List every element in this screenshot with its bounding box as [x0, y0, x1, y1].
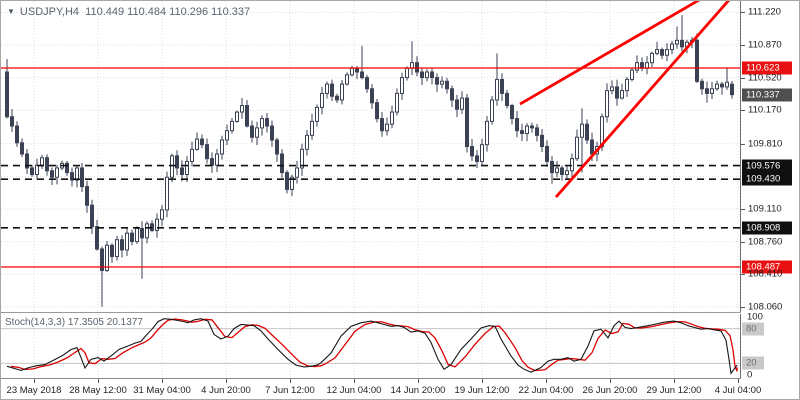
price-tick: [741, 306, 745, 308]
price-axis[interactable]: 111.220 110.870 110.623 110.520 110.337 110.1…: [741, 1, 799, 381]
price-axis-label: 108.060: [748, 301, 783, 313]
time-axis-label: 19 Jun 12:00: [454, 385, 510, 396]
time-tick: [354, 379, 355, 383]
panel-separator-bottom[interactable]: [1, 378, 741, 379]
symbol-timeframe: USDJPY,H4: [19, 6, 80, 18]
time-tick: [546, 379, 547, 383]
time-tick: [34, 379, 35, 383]
price-axis-label: 110.870: [748, 39, 782, 51]
price-axis-label: 110.170: [748, 104, 782, 116]
price-axis-label: 109.810: [748, 138, 783, 150]
time-tick: [162, 379, 163, 383]
price-axis-label: 108.410: [748, 268, 783, 280]
level-price-badge: 110.623: [742, 61, 792, 75]
time-axis-label: 12 Jun 04:00: [326, 385, 382, 396]
price-tick: [741, 241, 745, 243]
price-tick: [741, 110, 745, 112]
symbol-dropdown-icon[interactable]: ▼: [7, 7, 15, 16]
level-price-badge: 109.430: [742, 172, 792, 186]
time-tick: [290, 379, 291, 383]
level-price-badge: 108.487: [742, 260, 792, 274]
time-tick: [226, 379, 227, 383]
stochastic-axis-label: 0: [747, 369, 753, 381]
candlestick-chart[interactable]: [1, 1, 740, 312]
level-price-badge: 109.576: [742, 159, 792, 173]
stochastic-axis-label: 20: [742, 356, 764, 370]
indicator-values: 17.3505 20.1377: [67, 317, 143, 328]
time-axis-label: 14 Jun 20:00: [390, 385, 446, 396]
time-axis-label: 22 Jun 04:00: [518, 385, 574, 396]
stochastic-panel[interactable]: [1, 314, 741, 378]
time-axis-label: 4 Jun 20:00: [201, 385, 251, 396]
time-axis-label: 31 May 04:00: [133, 385, 191, 396]
time-tick: [738, 379, 739, 383]
price-axis-label: 111.220: [748, 6, 781, 18]
price-tick: [741, 143, 745, 145]
current-price-badge: 110.337: [742, 88, 792, 102]
time-tick: [674, 379, 675, 383]
price-tick: [741, 208, 745, 210]
title-ohlc-values: 110.449 110.484 110.296 110.337: [85, 6, 251, 18]
panel-separator[interactable]: [1, 312, 741, 313]
stochastic-chart[interactable]: [1, 314, 740, 378]
price-axis-label: 109.110: [748, 203, 782, 215]
time-axis-label: 23 May 2018: [6, 385, 62, 396]
stochastic-axis-label: 100: [747, 311, 763, 323]
price-tick: [741, 274, 745, 276]
indicator-label: Stoch(14,3,3) 17.3505 20.1377: [5, 317, 143, 328]
time-axis-label: 4 Jul 04:00: [714, 385, 762, 396]
time-tick: [98, 379, 99, 383]
time-axis-label: 28 May 12:00: [69, 385, 127, 396]
price-tick: [741, 12, 745, 14]
time-axis-label: 26 Jun 20:00: [582, 385, 638, 396]
price-axis-label: 108.760: [748, 236, 783, 248]
time-axis-label: 29 Jun 12:00: [646, 385, 702, 396]
time-axis[interactable]: 23 May 2018 28 May 12:00 31 May 04:00 4 Jun…: [1, 379, 799, 399]
chart-title: ▼ USDJPY,H4 110.449 110.484 110.296 110.3…: [7, 6, 250, 18]
level-price-badge: 108.908: [742, 221, 792, 235]
price-tick: [741, 77, 745, 79]
time-tick: [418, 379, 419, 383]
stochastic-axis-label: 80: [742, 322, 764, 336]
time-tick: [482, 379, 483, 383]
price-axis-label: 110.520: [748, 72, 782, 84]
main-chart-panel[interactable]: [1, 1, 741, 313]
price-tick: [741, 44, 745, 46]
time-tick: [610, 379, 611, 383]
time-axis-label: 7 Jun 12:00: [265, 385, 315, 396]
